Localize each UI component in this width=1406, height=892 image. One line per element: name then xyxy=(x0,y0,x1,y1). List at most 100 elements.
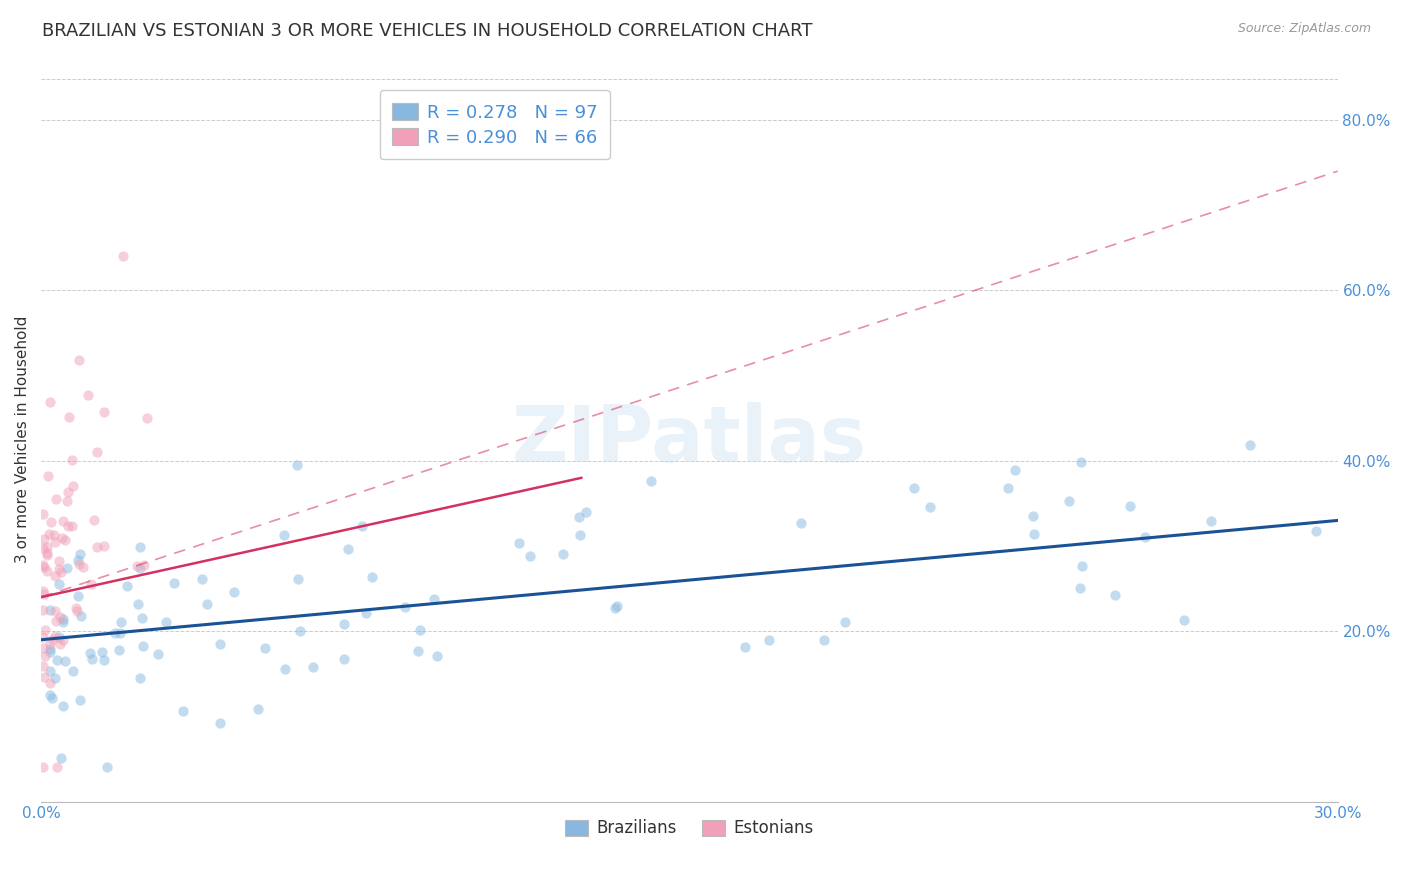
Point xyxy=(1069,581,1091,595)
Point xyxy=(39,637,62,651)
Point xyxy=(110,625,132,640)
Point xyxy=(70,608,93,623)
Point xyxy=(67,553,90,567)
Point xyxy=(38,641,60,656)
Point xyxy=(356,606,378,620)
Point xyxy=(32,630,55,644)
Point xyxy=(155,615,177,629)
Point xyxy=(56,561,79,575)
Point xyxy=(734,640,756,654)
Point xyxy=(423,591,446,606)
Point xyxy=(1070,559,1092,574)
Point xyxy=(195,597,218,611)
Point xyxy=(77,388,100,402)
Point xyxy=(37,548,59,562)
Point xyxy=(45,491,67,506)
Point xyxy=(65,601,87,615)
Point xyxy=(38,395,60,409)
Point xyxy=(920,500,942,514)
Text: Source: ZipAtlas.com: Source: ZipAtlas.com xyxy=(1237,22,1371,36)
Point xyxy=(35,546,58,560)
Legend: Brazilians, Estonians: Brazilians, Estonians xyxy=(558,813,821,844)
Point xyxy=(52,632,75,647)
Point xyxy=(51,751,73,765)
Point xyxy=(640,475,662,489)
Point xyxy=(44,671,66,685)
Point xyxy=(45,760,67,774)
Point xyxy=(426,648,449,663)
Point xyxy=(46,653,69,667)
Point xyxy=(39,676,62,690)
Point xyxy=(79,646,101,660)
Point xyxy=(34,648,56,663)
Point xyxy=(606,599,628,613)
Point xyxy=(553,548,575,562)
Point xyxy=(56,484,79,499)
Point xyxy=(60,518,83,533)
Point xyxy=(519,549,541,563)
Point xyxy=(125,558,148,573)
Point xyxy=(52,612,75,626)
Point xyxy=(134,558,156,572)
Point xyxy=(41,690,63,705)
Point xyxy=(41,632,63,646)
Point xyxy=(38,664,60,678)
Point xyxy=(758,632,780,647)
Point xyxy=(56,519,79,533)
Point xyxy=(69,547,91,561)
Point xyxy=(52,699,75,714)
Point xyxy=(1070,455,1092,469)
Point xyxy=(333,616,356,631)
Point xyxy=(49,565,72,579)
Point xyxy=(53,533,76,547)
Point xyxy=(394,600,416,615)
Point xyxy=(361,570,384,584)
Point xyxy=(209,637,232,651)
Point xyxy=(44,569,66,583)
Point xyxy=(53,654,76,668)
Point xyxy=(148,647,170,661)
Point xyxy=(790,516,813,531)
Point xyxy=(80,577,103,591)
Point xyxy=(56,493,79,508)
Point xyxy=(93,405,115,419)
Point xyxy=(104,625,127,640)
Point xyxy=(32,587,55,601)
Point xyxy=(48,610,70,624)
Point xyxy=(32,760,55,774)
Point xyxy=(48,562,70,576)
Point xyxy=(813,633,835,648)
Point xyxy=(132,639,155,653)
Point xyxy=(60,453,83,467)
Point xyxy=(997,481,1019,495)
Point xyxy=(44,629,66,643)
Point xyxy=(1173,613,1195,627)
Point xyxy=(58,409,80,424)
Point xyxy=(38,527,60,541)
Point xyxy=(86,445,108,459)
Point xyxy=(91,645,114,659)
Point xyxy=(115,579,138,593)
Point xyxy=(127,597,149,611)
Point xyxy=(32,603,55,617)
Point xyxy=(568,510,591,524)
Point xyxy=(575,505,598,519)
Point xyxy=(108,642,131,657)
Point xyxy=(32,507,55,521)
Point xyxy=(32,641,55,656)
Point xyxy=(32,658,55,673)
Point xyxy=(48,637,70,651)
Point xyxy=(1022,509,1045,524)
Point xyxy=(52,514,75,528)
Point xyxy=(290,624,312,639)
Point xyxy=(1004,463,1026,477)
Point xyxy=(508,536,530,550)
Point xyxy=(273,527,295,541)
Point xyxy=(163,576,186,591)
Point xyxy=(69,693,91,707)
Point xyxy=(110,615,132,629)
Point xyxy=(224,585,246,599)
Point xyxy=(1135,530,1157,544)
Point xyxy=(83,513,105,527)
Point xyxy=(51,531,73,545)
